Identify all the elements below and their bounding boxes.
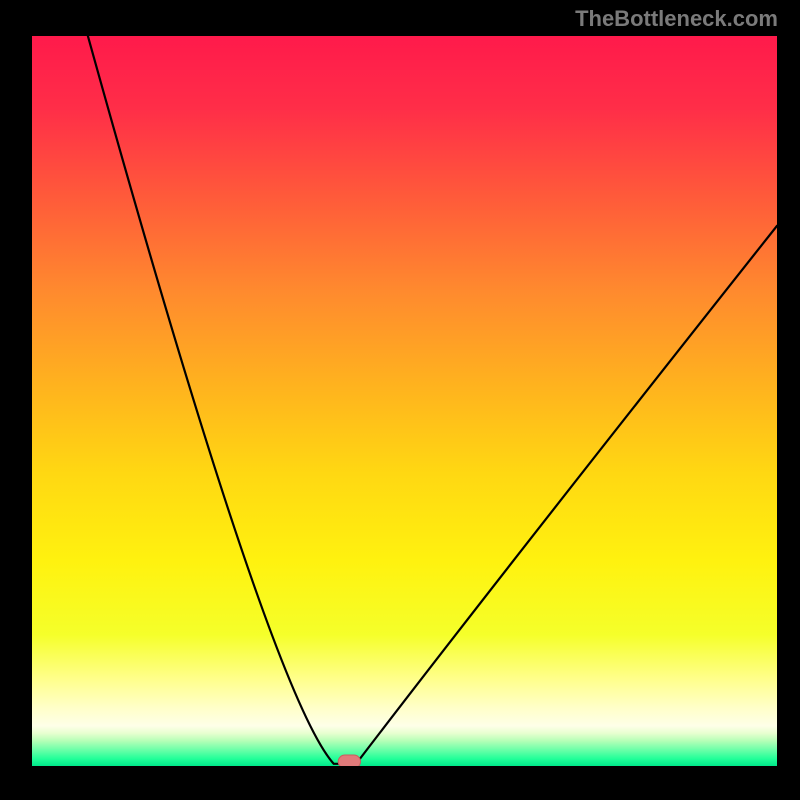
chart-svg bbox=[32, 36, 777, 766]
watermark-text: TheBottleneck.com bbox=[575, 6, 778, 32]
plot-background bbox=[32, 36, 777, 766]
minimum-marker bbox=[338, 755, 360, 766]
gradient-rect bbox=[32, 36, 777, 766]
